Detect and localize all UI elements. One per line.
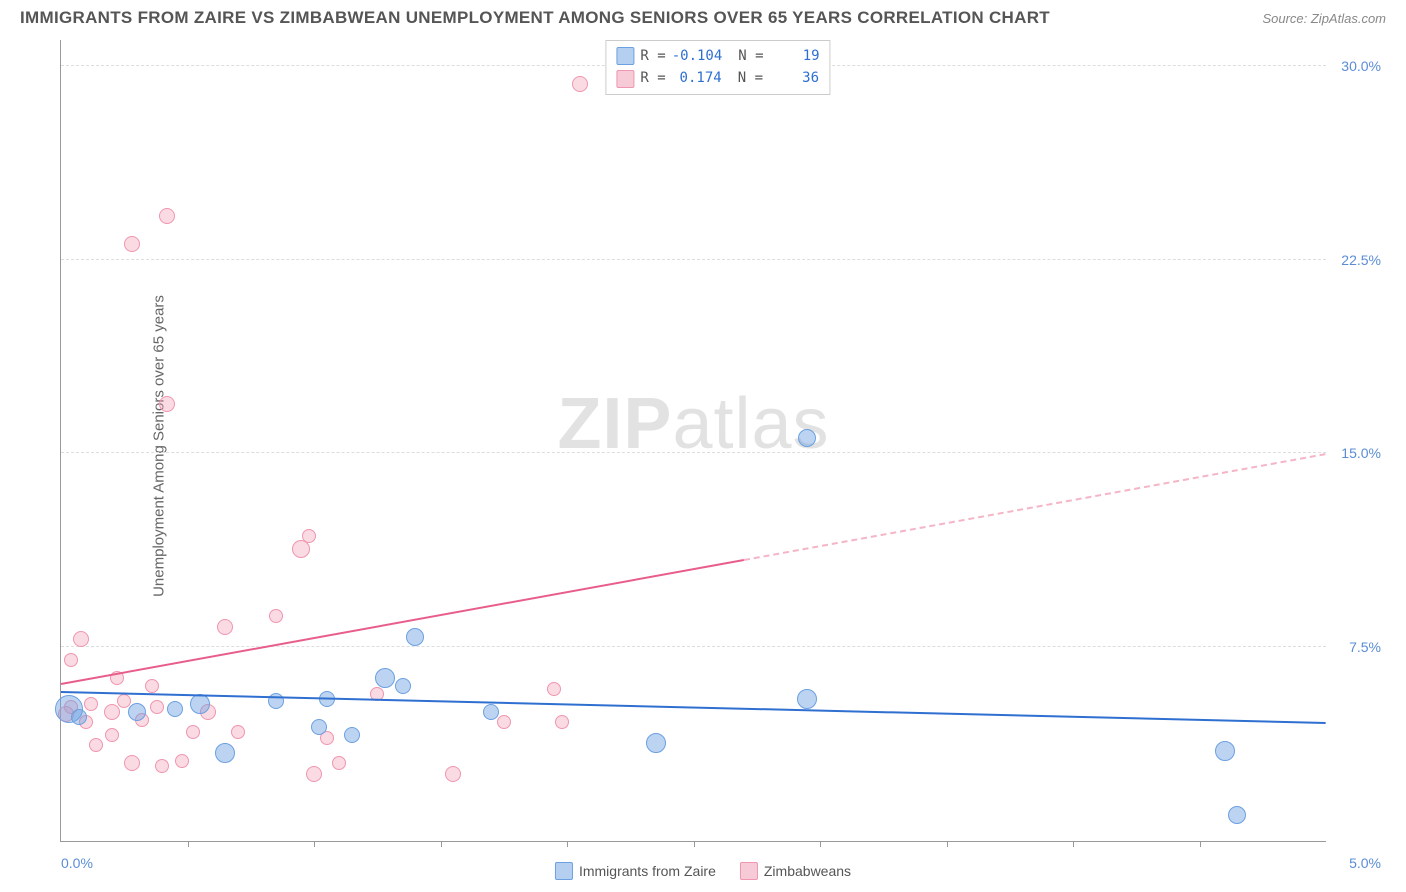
title-bar: IMMIGRANTS FROM ZAIRE VS ZIMBABWEAN UNEM… — [0, 0, 1406, 32]
legend-n-label: N = — [738, 67, 763, 89]
data-point — [311, 719, 327, 735]
legend-correlation: R = -0.104 N = 19 R = 0.174 N = 36 — [605, 40, 830, 95]
data-point — [797, 689, 817, 709]
data-point — [124, 236, 140, 252]
data-point — [167, 701, 183, 717]
legend-n-label: N = — [738, 45, 763, 67]
legend-swatch — [555, 862, 573, 880]
data-point — [572, 76, 588, 92]
legend-series: Immigrants from Zaire Zimbabweans — [555, 862, 851, 880]
legend-r-value: -0.104 — [672, 45, 723, 67]
legend-n-value: 36 — [769, 67, 819, 89]
data-point — [71, 709, 87, 725]
data-point — [175, 754, 189, 768]
data-point — [190, 694, 210, 714]
data-point — [155, 759, 169, 773]
plot-region: ZIPatlas 0.0% 5.0% 7.5%15.0%22.5%30.0% — [60, 40, 1326, 842]
data-point — [332, 756, 346, 770]
legend-swatch — [616, 47, 634, 65]
trend-line — [61, 691, 1326, 724]
data-point — [231, 725, 245, 739]
data-point — [555, 715, 569, 729]
data-point — [395, 678, 411, 694]
gridline — [61, 259, 1326, 260]
data-point — [73, 631, 89, 647]
data-point — [375, 668, 395, 688]
trend-line — [744, 453, 1326, 561]
data-point — [547, 682, 561, 696]
y-tick-label: 7.5% — [1349, 639, 1381, 655]
data-point — [150, 700, 164, 714]
legend-n-value: 19 — [770, 45, 820, 67]
legend-item: Zimbabweans — [740, 862, 851, 880]
legend-r-label: R = — [640, 45, 665, 67]
x-tick — [947, 841, 948, 847]
data-point — [105, 728, 119, 742]
x-axis-max-label: 5.0% — [1349, 855, 1381, 871]
data-point — [497, 715, 511, 729]
chart-area: R = -0.104 N = 19 R = 0.174 N = 36 ZIPatlas 0.0… — [50, 40, 1386, 842]
data-point — [406, 628, 424, 646]
data-point — [124, 755, 140, 771]
data-point — [217, 619, 233, 635]
x-tick — [441, 841, 442, 847]
x-tick — [820, 841, 821, 847]
y-tick-label: 15.0% — [1341, 445, 1381, 461]
gridline — [61, 646, 1326, 647]
data-point — [159, 208, 175, 224]
legend-row: R = -0.104 N = 19 — [616, 45, 819, 67]
data-point — [1215, 741, 1235, 761]
x-tick — [567, 841, 568, 847]
x-tick — [188, 841, 189, 847]
data-point — [269, 609, 283, 623]
x-tick — [314, 841, 315, 847]
data-point — [84, 697, 98, 711]
data-point — [104, 704, 120, 720]
data-point — [344, 727, 360, 743]
x-tick — [1073, 841, 1074, 847]
legend-label: Immigrants from Zaire — [579, 863, 716, 879]
legend-item: Immigrants from Zaire — [555, 862, 716, 880]
gridline — [61, 452, 1326, 453]
data-point — [128, 703, 146, 721]
chart-title: IMMIGRANTS FROM ZAIRE VS ZIMBABWEAN UNEM… — [20, 8, 1050, 28]
data-point — [302, 529, 316, 543]
data-point — [646, 733, 666, 753]
y-tick-label: 30.0% — [1341, 58, 1381, 74]
data-point — [215, 743, 235, 763]
legend-swatch — [740, 862, 758, 880]
x-tick — [694, 841, 695, 847]
trend-line — [61, 559, 744, 685]
data-point — [159, 396, 175, 412]
legend-r-label: R = — [640, 67, 665, 89]
data-point — [186, 725, 200, 739]
legend-row: R = 0.174 N = 36 — [616, 67, 819, 89]
data-point — [306, 766, 322, 782]
x-tick — [1200, 841, 1201, 847]
data-point — [798, 429, 816, 447]
legend-swatch — [616, 70, 634, 88]
x-axis-min-label: 0.0% — [61, 855, 93, 871]
data-point — [1228, 806, 1246, 824]
source-attribution: Source: ZipAtlas.com — [1262, 11, 1386, 26]
data-point — [64, 653, 78, 667]
y-tick-label: 22.5% — [1341, 252, 1381, 268]
data-point — [145, 679, 159, 693]
data-point — [89, 738, 103, 752]
data-point — [483, 704, 499, 720]
legend-r-value: 0.174 — [672, 67, 722, 89]
legend-label: Zimbabweans — [764, 863, 851, 879]
data-point — [445, 766, 461, 782]
